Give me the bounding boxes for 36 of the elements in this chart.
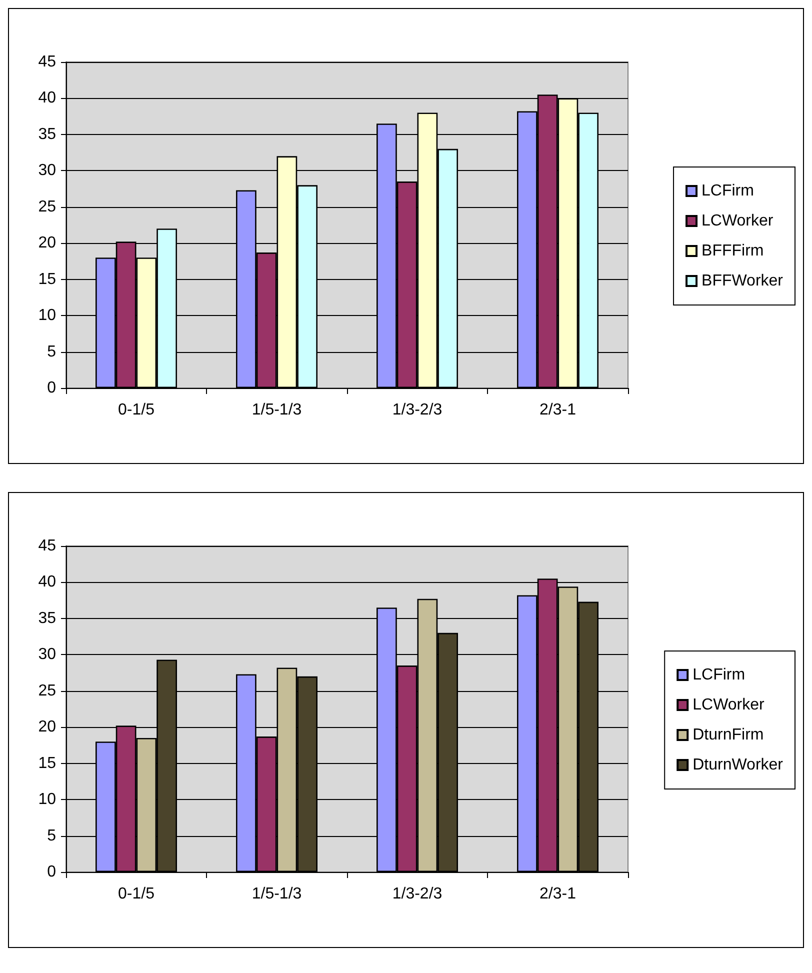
y-tick-label: 40 xyxy=(38,574,56,591)
x-tick-label: 1/3-2/3 xyxy=(392,886,442,902)
y-tick-label: 30 xyxy=(38,646,56,664)
y-tick-label: 20 xyxy=(38,718,56,736)
y-tick-label: 35 xyxy=(38,610,56,627)
legend-label: LCWorker xyxy=(702,212,774,230)
legend-label: DturnWorker xyxy=(692,756,784,774)
y-tick-label: 40 xyxy=(38,90,56,107)
legend-label: LCFirm xyxy=(692,666,746,684)
y-tick-label: 15 xyxy=(38,270,56,288)
y-tick-label: 30 xyxy=(38,162,56,180)
x-tick-label: 1/5-1/3 xyxy=(252,402,302,418)
x-tick-label: 0-1/5 xyxy=(118,402,155,418)
x-tick-label: 2/3-1 xyxy=(540,886,576,902)
y-tick-label: 20 xyxy=(38,234,56,252)
y-tick-label: 45 xyxy=(38,538,56,554)
y-tick-label: 10 xyxy=(38,307,56,324)
legend-label: BFFFirm xyxy=(702,242,764,260)
y-tick-label: 25 xyxy=(38,682,56,700)
legend-label: BFFWorker xyxy=(702,272,784,290)
legend-label: LCFirm xyxy=(702,182,754,200)
y-tick-label: 45 xyxy=(38,54,56,70)
x-tick-label: 1/5-1/3 xyxy=(252,886,302,902)
y-tick-label: 10 xyxy=(38,791,56,808)
x-tick-label: 1/3-2/3 xyxy=(392,402,442,418)
y-tick-label: 15 xyxy=(38,754,56,772)
y-tick-label: 5 xyxy=(47,343,56,360)
x-tick-label: 2/3-1 xyxy=(540,402,576,418)
y-tick-label: 0 xyxy=(47,380,56,396)
x-tick-label: 0-1/5 xyxy=(118,886,155,902)
y-tick-label: 5 xyxy=(47,827,56,844)
legend-label: LCWorker xyxy=(692,696,765,714)
legend-label: DturnFirm xyxy=(692,726,764,744)
y-tick-label: 25 xyxy=(38,198,56,216)
y-tick-label: 0 xyxy=(47,864,56,880)
y-tick-label: 35 xyxy=(38,126,56,143)
